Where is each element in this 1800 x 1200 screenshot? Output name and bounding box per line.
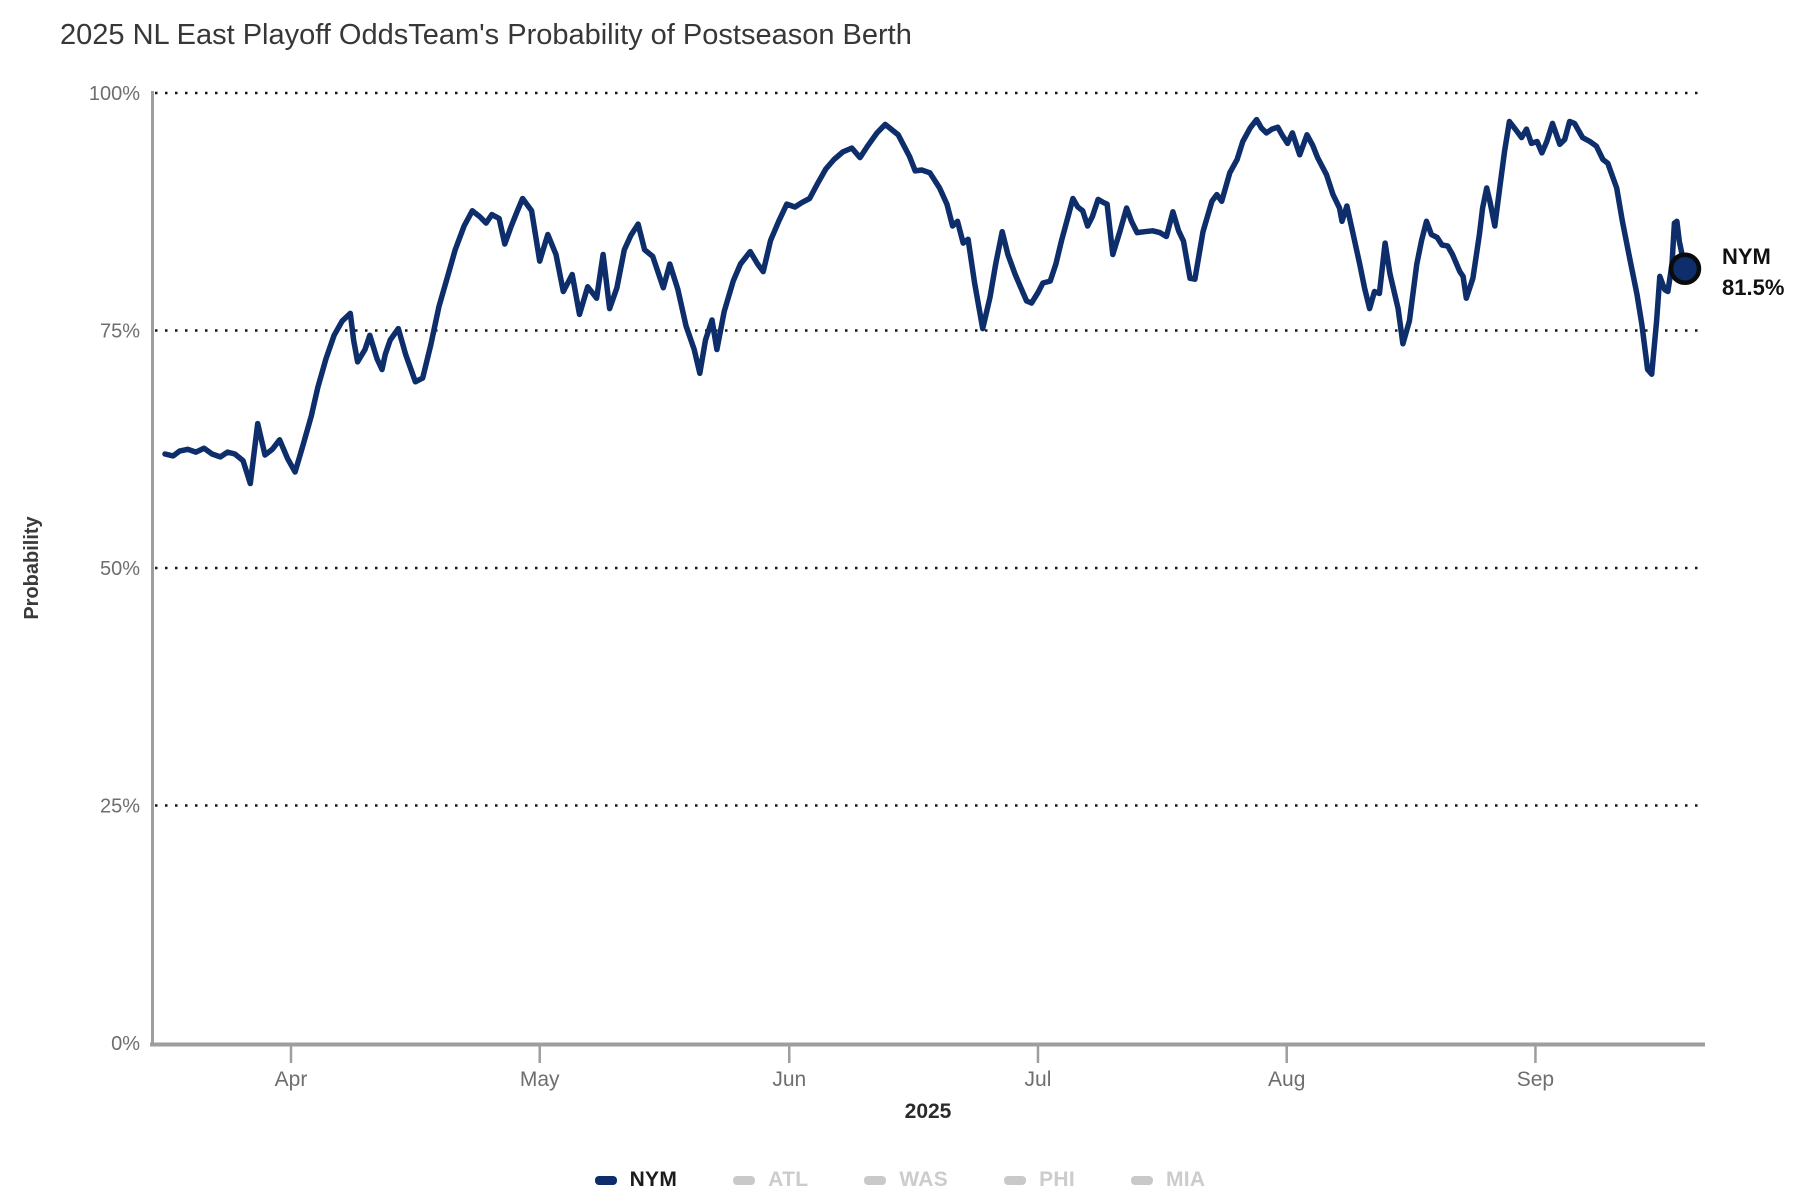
legend-label-NYM: NYM xyxy=(629,1168,678,1191)
chart-title: 2025 NL East Playoff OddsTeam's Probabil… xyxy=(60,19,912,51)
legend: NYM ATL WAS PHI MIA xyxy=(0,1163,1800,1197)
y-tick-label-100: 100% xyxy=(89,83,140,105)
y-tick-label-50: 50% xyxy=(100,558,140,580)
end-label-team: NYM xyxy=(1722,244,1771,269)
x-tick-label-Jun: Jun xyxy=(772,1068,806,1091)
x-tick-label-Apr: Apr xyxy=(275,1068,308,1091)
series-lines xyxy=(162,116,1688,487)
end-label-value: 81.5% xyxy=(1722,275,1784,300)
legend-swatch-PHI xyxy=(1004,1175,1027,1185)
gridlines xyxy=(155,91,1700,807)
chart-subtitle: Team's Probability of Postseason Berth xyxy=(408,19,912,51)
legend-item-NYM[interactable]: NYM xyxy=(594,1168,678,1192)
series-line-NYM xyxy=(162,116,1688,487)
legend-swatch-NYM xyxy=(594,1175,617,1185)
legend-label-MIA: MIA xyxy=(1166,1168,1206,1191)
legend-label-PHI: PHI xyxy=(1039,1168,1075,1191)
legend-item-WAS[interactable]: WAS xyxy=(864,1168,948,1192)
legend-swatch-MIA xyxy=(1131,1175,1153,1185)
legend-label-ATL: ATL xyxy=(768,1168,809,1191)
y-tick-label-0: 0% xyxy=(111,1033,140,1055)
x-tick-label-May: May xyxy=(520,1068,560,1091)
x-axis-title: 2025 xyxy=(905,1100,952,1123)
axes xyxy=(150,91,1705,1047)
chart-title-main: 2025 NL East Playoff Odds xyxy=(60,19,408,51)
y-tick-label-25: 25% xyxy=(100,796,140,818)
y-axis-title: Probability xyxy=(21,515,43,619)
legend-swatch-WAS xyxy=(864,1175,887,1185)
x-tick-label-Sep: Sep xyxy=(1517,1068,1554,1091)
legend-item-PHI[interactable]: PHI xyxy=(1004,1168,1075,1192)
legend-label-WAS: WAS xyxy=(899,1168,949,1191)
y-tick-label-75: 75% xyxy=(100,321,140,343)
series-end-marker xyxy=(1668,252,1702,285)
y-axis-tick-labels: 0% 25% 50% 75% 100% xyxy=(89,83,140,1055)
x-tick-label-Aug: Aug xyxy=(1268,1068,1305,1091)
legend-item-ATL[interactable]: ATL xyxy=(733,1168,808,1192)
legend-swatch-ATL xyxy=(733,1175,756,1185)
legend-item-MIA[interactable]: MIA xyxy=(1131,1168,1205,1192)
x-tick-label-Jul: Jul xyxy=(1025,1068,1052,1091)
x-axis-tick-labels: Apr May Jun Jul Aug Sep xyxy=(275,1046,1554,1091)
